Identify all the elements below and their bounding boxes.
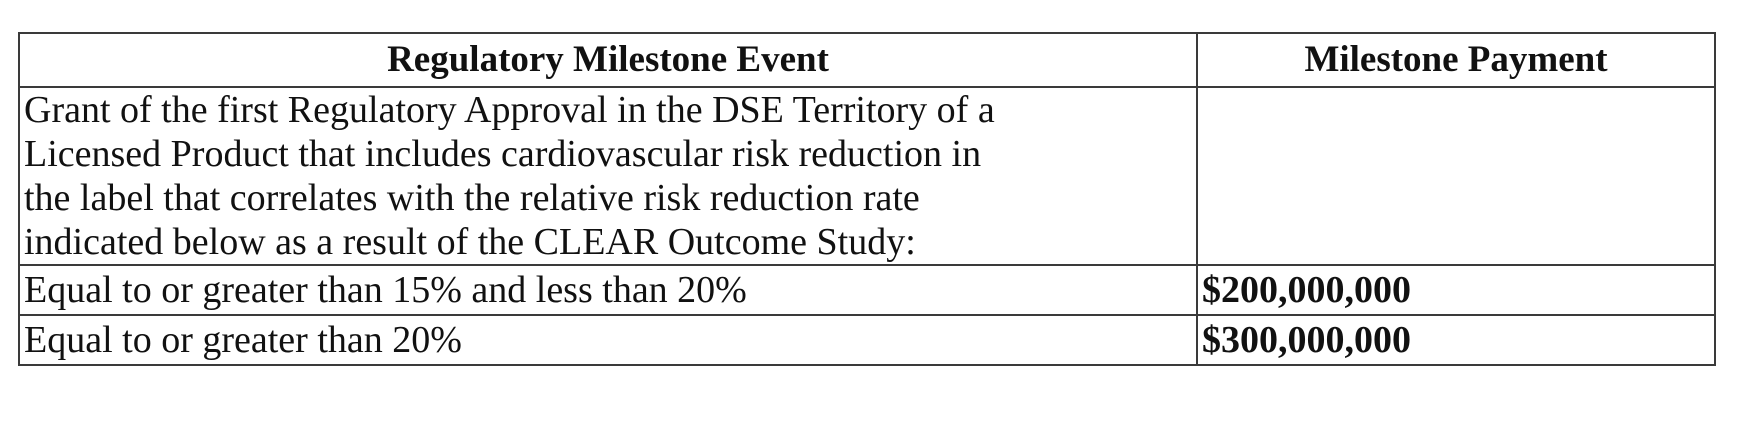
table-row: Equal to or greater than 15% and less th… bbox=[18, 264, 1716, 316]
payment-cell: $300,000,000 bbox=[1196, 314, 1716, 366]
intro-payment-cell bbox=[1196, 86, 1716, 266]
header-milestone-payment: Milestone Payment bbox=[1196, 32, 1716, 88]
intro-line: the label that correlates with the relat… bbox=[24, 177, 920, 219]
milestone-table: Regulatory Milestone Event Milestone Pay… bbox=[18, 32, 1716, 366]
payment-cell: $200,000,000 bbox=[1196, 264, 1716, 316]
event-cell: Equal to or greater than 20% bbox=[18, 314, 1198, 366]
table-header-row: Regulatory Milestone Event Milestone Pay… bbox=[18, 32, 1716, 88]
intro-line: Grant of the first Regulatory Approval i… bbox=[24, 89, 995, 131]
header-regulatory-milestone-event: Regulatory Milestone Event bbox=[18, 32, 1198, 88]
intro-event-cell: Grant of the first Regulatory Approval i… bbox=[18, 86, 1198, 266]
intro-line: indicated below as a result of the CLEAR… bbox=[24, 221, 916, 263]
table-row: Equal to or greater than 20% $300,000,00… bbox=[18, 314, 1716, 366]
table-row: Grant of the first Regulatory Approval i… bbox=[18, 86, 1716, 266]
event-cell: Equal to or greater than 15% and less th… bbox=[18, 264, 1198, 316]
intro-line: Licensed Product that includes cardiovas… bbox=[24, 133, 982, 175]
